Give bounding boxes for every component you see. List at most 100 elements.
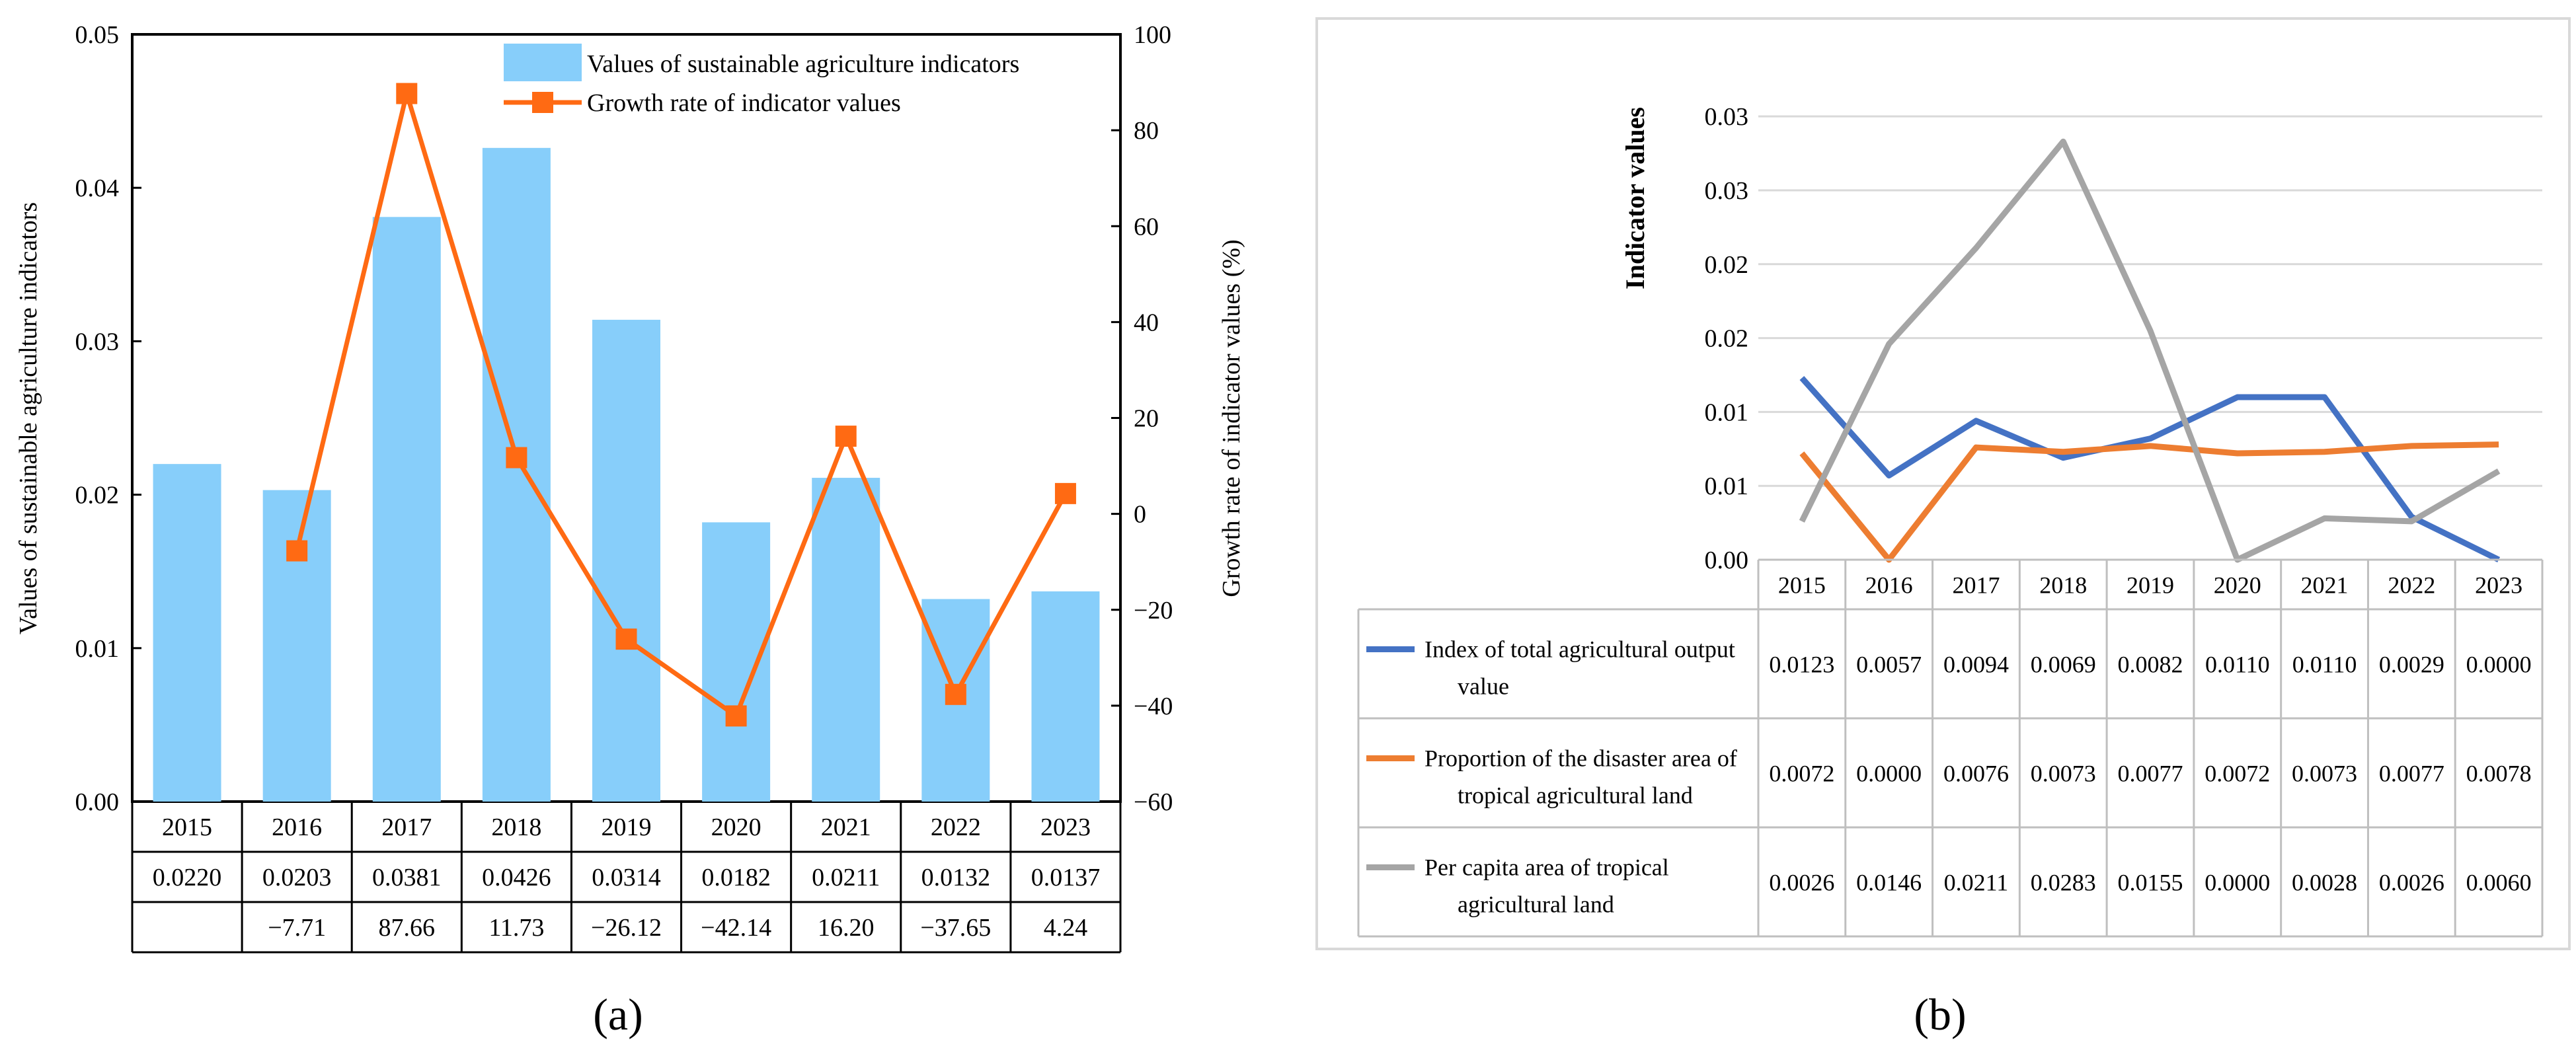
panel-a-data-table: 2015 2016 2017 2018 2019 2020 2021 2022 2023 0.02… (131, 802, 1122, 954)
table-value: 0.0381 (372, 864, 442, 891)
table-value: 0.0137 (1031, 864, 1101, 891)
right-tick-label: 100 (1134, 21, 1171, 49)
series-name: tropical agricultural land (1458, 782, 1693, 809)
category-label: 2022 (2388, 572, 2435, 599)
bar (812, 478, 880, 802)
panel-b-label: (b) (1914, 989, 1966, 1039)
right-tick-label: 80 (1134, 117, 1159, 145)
y-tick-label: 0.00 (1705, 547, 1749, 574)
category-label: 2023 (1040, 813, 1091, 841)
table-value: 0.0211 (1944, 870, 2009, 896)
table-value: 0.0000 (1856, 761, 1922, 787)
bar (372, 217, 441, 802)
category-label: 2015 (162, 813, 212, 841)
panel-b-y-axis: 0.00 0.01 0.01 0.02 0.02 0.03 0.03 (1705, 103, 1749, 574)
table-value: 0.0077 (2379, 761, 2444, 787)
table-value: 0.0426 (482, 864, 551, 891)
table-value: 0.0028 (2292, 870, 2357, 896)
category-label: 2018 (491, 813, 541, 841)
table-value: 0.0060 (2466, 870, 2532, 896)
table-value: −7.71 (268, 914, 326, 942)
bar (702, 522, 771, 802)
legend-bar-swatch (504, 44, 582, 81)
panel-b-outer-frame (1315, 17, 2571, 950)
table-value: 0.0076 (1943, 761, 2009, 787)
left-tick-label: 0.03 (75, 328, 120, 356)
category-label: 2021 (821, 813, 871, 841)
growth-rate-marker (286, 540, 308, 562)
category-label: 2021 (2301, 572, 2349, 599)
category-label: 2019 (2127, 572, 2174, 599)
panel-b-series-lines (1799, 138, 2501, 563)
series-line (1799, 375, 2501, 563)
table-value: 0.0094 (1943, 652, 2009, 678)
bar (482, 147, 551, 802)
right-tick-label: 0 (1134, 501, 1146, 529)
table-value: 0.0069 (2031, 652, 2096, 678)
growth-rate-marker (835, 426, 857, 447)
bar (592, 319, 660, 802)
panel-a-legend: Values of sustainable agriculture indica… (504, 44, 1019, 117)
y-tick-label: 0.01 (1705, 472, 1749, 500)
growth-rate-marker (506, 447, 527, 469)
table-value: 0.0123 (1769, 652, 1834, 678)
left-tick-label: 0.02 (75, 482, 120, 509)
right-tick-label: −60 (1134, 788, 1173, 816)
panel-a-left-axis: 0.00 0.01 0.02 0.03 0.04 0.05 (75, 21, 141, 816)
y-tick-label: 0.02 (1705, 325, 1749, 353)
growth-rate-marker (945, 683, 966, 705)
panel-a-right-axis: −60 −40 −20 0 20 40 60 80 100 (1111, 21, 1173, 816)
table-value: 0.0000 (2466, 652, 2532, 678)
y-tick-label: 0.01 (1705, 398, 1749, 426)
table-value: 0.0110 (2205, 652, 2270, 678)
right-tick-label: 20 (1134, 405, 1159, 433)
category-label: 2016 (272, 813, 322, 841)
table-value: 16.20 (818, 914, 875, 942)
left-tick-label: 0.05 (75, 21, 120, 49)
category-label: 2017 (381, 813, 432, 841)
category-label: 2020 (711, 813, 761, 841)
bar (1031, 591, 1100, 802)
table-value: 0.0110 (2292, 652, 2357, 678)
y-tick-label: 0.02 (1705, 251, 1749, 279)
table-value: 87.66 (379, 914, 436, 942)
panel-a-right-axis-title: Growth rate of indicator values (%) (1218, 239, 1245, 597)
category-label: 2022 (931, 813, 981, 841)
panel-a-growth-line (286, 83, 1076, 727)
series-name: Index of total agricultural output (1425, 636, 1735, 663)
panel-b-chart: 0.000.010.010.020.020.030.03 2015 2016 201… (1315, 17, 2571, 1039)
legend-line-marker (532, 92, 553, 113)
panel-b-y-axis-title: Indicator values (1620, 107, 1650, 289)
legend-bar-label: Values of sustainable agriculture indica… (587, 50, 1019, 78)
table-value: −26.12 (591, 914, 662, 942)
table-value: −42.14 (701, 914, 771, 942)
table-value: 0.0057 (1856, 652, 1922, 678)
table-value: 0.0182 (701, 864, 771, 891)
table-value: 0.0082 (2118, 652, 2183, 678)
bar (153, 464, 221, 802)
table-value: 0.0026 (2379, 870, 2444, 896)
category-label: 2016 (1865, 572, 1913, 599)
table-value: 0.0072 (2205, 761, 2270, 787)
table-value: 0.0146 (1856, 870, 1922, 896)
table-value: 0.0314 (592, 864, 661, 891)
series-line (1799, 138, 2501, 563)
table-value: 0.0072 (1769, 761, 1834, 787)
legend-line-label: Growth rate of indicator values (587, 89, 901, 117)
table-value: 0.0073 (2031, 761, 2096, 787)
series-name: Per capita area of tropical (1425, 854, 1669, 881)
growth-rate-marker (725, 705, 747, 727)
series-line (1799, 441, 2499, 563)
growth-rate-marker (1054, 482, 1076, 504)
table-value: 11.73 (488, 914, 544, 942)
right-tick-label: −20 (1134, 597, 1173, 624)
table-value: 0.0203 (262, 864, 332, 891)
series-name: value (1458, 673, 1509, 700)
table-value: 0.0073 (2292, 761, 2357, 787)
y-tick-label: 0.03 (1705, 103, 1749, 131)
panel-a-label: (a) (593, 989, 643, 1039)
growth-rate-marker (615, 628, 637, 650)
panel-a-chart: 0.00 0.01 0.02 0.03 0.04 0.05 −60 −40 −20 0 20 40 6… (15, 21, 1245, 1039)
y-tick-label: 0.03 (1705, 177, 1749, 205)
